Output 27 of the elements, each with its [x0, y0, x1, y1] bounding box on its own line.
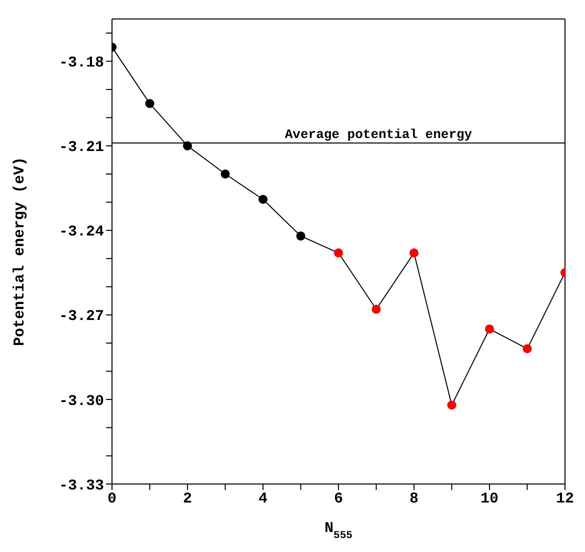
x-tick-label: 2: [182, 490, 192, 508]
point: [220, 169, 230, 179]
y-tick-label: -3.33: [58, 477, 104, 494]
point: [145, 99, 154, 108]
x-tick-label: 0: [107, 490, 117, 508]
point: [258, 194, 268, 204]
ref-line-label: Average potential energy: [284, 127, 472, 142]
x-tick-label: 4: [258, 490, 268, 508]
x-tick-label: 6: [334, 490, 344, 508]
y-tick-label: -3.30: [58, 392, 104, 410]
point: [334, 248, 344, 258]
point: [409, 248, 419, 258]
point: [296, 231, 306, 241]
point: [182, 141, 192, 150]
x-tick-label: 12: [556, 490, 574, 508]
point: [447, 400, 456, 410]
x-tick-label: 8: [409, 490, 419, 508]
y-tick-label: -3.24: [58, 224, 104, 241]
y-tick-label: -3.27: [58, 308, 104, 326]
y-axis-title: Potential energy (eV): [11, 156, 28, 346]
point: [522, 344, 532, 354]
y-tick-label: -3.21: [58, 139, 104, 156]
point: [372, 304, 381, 314]
x-tick-label: 10: [480, 490, 499, 508]
x-axis-title: N$_{555}$: [324, 520, 352, 542]
y-tick-label: -3.18: [58, 54, 104, 72]
point: [484, 324, 494, 334]
